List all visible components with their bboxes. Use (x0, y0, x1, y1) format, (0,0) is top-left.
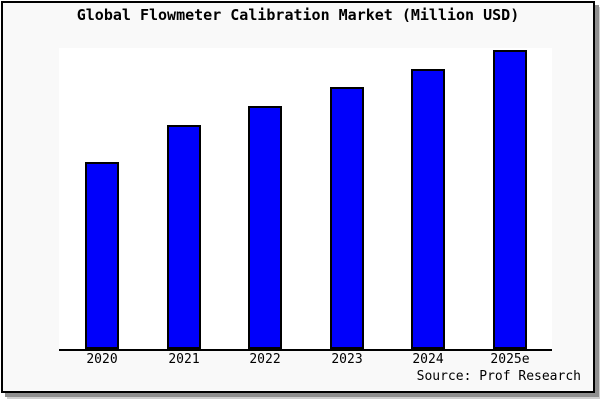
x-tick-label-2020: 2020 (86, 352, 118, 367)
x-axis-labels: 2020 2021 2022 2023 2024 2025e (59, 353, 552, 369)
bar-2023 (330, 87, 364, 349)
x-tick-label-2022: 2022 (249, 352, 281, 367)
bar-2022 (248, 106, 282, 349)
bar-2025e (493, 50, 527, 349)
source-credit: Source: Prof Research (416, 369, 581, 384)
chart-title: Global Flowmeter Calibration Market (Mil… (76, 6, 520, 24)
bar-2024 (411, 69, 445, 349)
x-tick-label-2023: 2023 (331, 352, 363, 367)
x-tick-label-2021: 2021 (168, 352, 200, 367)
bar-2021 (167, 125, 201, 349)
x-tick-label-2024: 2024 (412, 352, 444, 367)
plot-area (59, 48, 552, 351)
bar-2020 (85, 162, 119, 349)
x-tick-label-2025e: 2025e (490, 352, 530, 367)
